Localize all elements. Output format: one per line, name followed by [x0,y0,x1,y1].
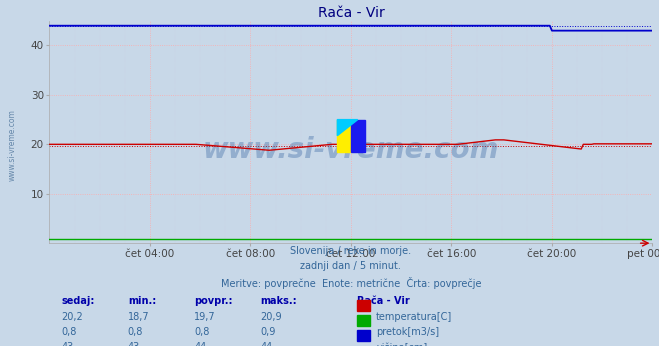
Text: 0,8: 0,8 [61,327,77,337]
Text: Rača - Vir: Rača - Vir [357,296,410,306]
Bar [357,330,370,341]
Text: pretok[m3/s]: pretok[m3/s] [376,327,440,337]
Bar [337,120,351,152]
Text: sedaj:: sedaj: [61,296,95,306]
Text: 0,8: 0,8 [194,327,210,337]
Text: min.:: min.: [128,296,156,306]
Text: 18,7: 18,7 [128,312,150,322]
Text: temperatura[C]: temperatura[C] [376,312,453,322]
Text: maks.:: maks.: [260,296,297,306]
Bar [357,300,370,311]
Text: 19,7: 19,7 [194,312,215,322]
Text: 20,9: 20,9 [260,312,282,322]
Text: 44: 44 [194,342,206,346]
Bar [351,120,364,152]
Text: 43: 43 [128,342,140,346]
Text: 0,8: 0,8 [128,327,143,337]
Text: 0,9: 0,9 [260,327,276,337]
Text: povpr.:: povpr.: [194,296,233,306]
Text: Meritve: povprečne  Enote: metrične  Črta: povprečje: Meritve: povprečne Enote: metrične Črta:… [221,276,481,289]
Text: višina[cm]: višina[cm] [376,342,428,346]
Text: 44: 44 [260,342,273,346]
Bar [357,315,370,326]
Text: Slovenija / reke in morje.: Slovenija / reke in morje. [291,246,411,256]
Polygon shape [337,120,358,136]
Text: 20,2: 20,2 [61,312,83,322]
Text: 43: 43 [61,342,74,346]
Title: Rača - Vir: Rača - Vir [318,6,384,20]
Text: www.si-vreme.com: www.si-vreme.com [203,136,499,164]
Text: zadnji dan / 5 minut.: zadnji dan / 5 minut. [301,261,401,271]
Text: www.si-vreme.com: www.si-vreme.com [8,109,17,181]
